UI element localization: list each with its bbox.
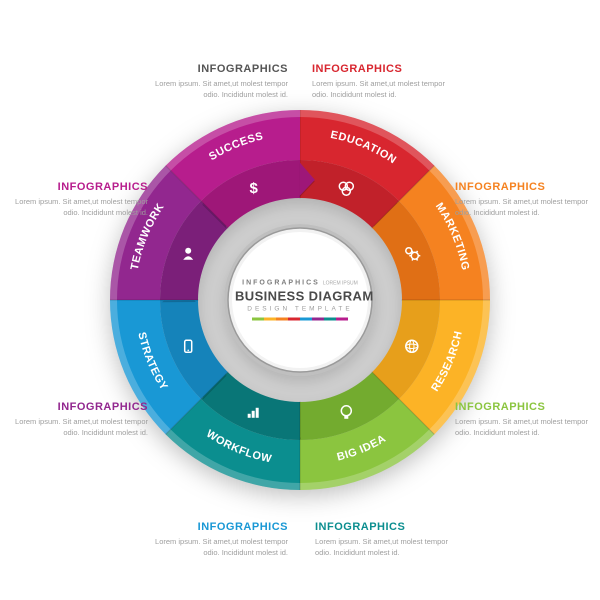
center-overline-text: INFOGRAPHICS <box>242 280 320 287</box>
center-main-title: BUSINESS DIAGRAM <box>235 289 365 304</box>
center-overline-sub: LOREM IPSUM <box>323 280 358 286</box>
callout: INFOGRAPHICS Lorem ipsum. Sit amet,ut mol… <box>315 520 455 558</box>
callout-title: INFOGRAPHICS <box>8 400 148 415</box>
callout-body: Lorem ipsum. Sit amet,ut molest tempor o… <box>148 537 288 558</box>
callout-title: INFOGRAPHICS <box>148 62 288 77</box>
callout: INFOGRAPHICS Lorem ipsum. Sit amet,ut mol… <box>8 400 148 438</box>
callout: INFOGRAPHICS Lorem ipsum. Sit amet,ut mol… <box>148 62 288 100</box>
callout: INFOGRAPHICS Lorem ipsum. Sit amet,ut mol… <box>455 400 595 438</box>
callout-body: Lorem ipsum. Sit amet,ut molest tempor o… <box>315 537 455 558</box>
callout-body: Lorem ipsum. Sit amet,ut molest tempor o… <box>148 79 288 100</box>
center-bar <box>264 318 276 321</box>
callout-title: INFOGRAPHICS <box>315 520 455 535</box>
center-color-bars <box>235 318 365 321</box>
callout: INFOGRAPHICS Lorem ipsum. Sit amet,ut mol… <box>8 180 148 218</box>
callout-title: INFOGRAPHICS <box>8 180 148 195</box>
callout-body: Lorem ipsum. Sit amet,ut molest tempor o… <box>8 197 148 218</box>
center-bar <box>336 318 348 321</box>
callout: INFOGRAPHICS Lorem ipsum. Sit amet,ut mol… <box>455 180 595 218</box>
center-overline: INFOGRAPHICS LOREM IPSUM <box>235 280 365 287</box>
callout: INFOGRAPHICS Lorem ipsum. Sit amet,ut mol… <box>312 62 452 100</box>
callout-title: INFOGRAPHICS <box>148 520 288 535</box>
center-bar <box>252 318 264 321</box>
dollar-icon: $ <box>250 180 259 197</box>
center-subtitle: DESIGN TEMPLATE <box>235 306 365 313</box>
stage: EDUCATIONMARKETINGRESEARCHBIG IDEAWORKFL… <box>0 0 600 600</box>
center-bar <box>324 318 336 321</box>
callout-title: INFOGRAPHICS <box>455 180 595 195</box>
callout-body: Lorem ipsum. Sit amet,ut molest tempor o… <box>455 417 595 438</box>
callout: INFOGRAPHICS Lorem ipsum. Sit amet,ut mol… <box>148 520 288 558</box>
callout-title: INFOGRAPHICS <box>312 62 452 77</box>
callout-title: INFOGRAPHICS <box>455 400 595 415</box>
center-bar <box>288 318 300 321</box>
center-bar <box>312 318 324 321</box>
callout-body: Lorem ipsum. Sit amet,ut molest tempor o… <box>455 197 595 218</box>
center-bar <box>276 318 288 321</box>
center-bar <box>300 318 312 321</box>
svg-text:$: $ <box>250 180 259 197</box>
center-hub: INFOGRAPHICS LOREM IPSUM BUSINESS DIAGRA… <box>235 280 365 321</box>
callout-body: Lorem ipsum. Sit amet,ut molest tempor o… <box>8 417 148 438</box>
callout-body: Lorem ipsum. Sit amet,ut molest tempor o… <box>312 79 452 100</box>
